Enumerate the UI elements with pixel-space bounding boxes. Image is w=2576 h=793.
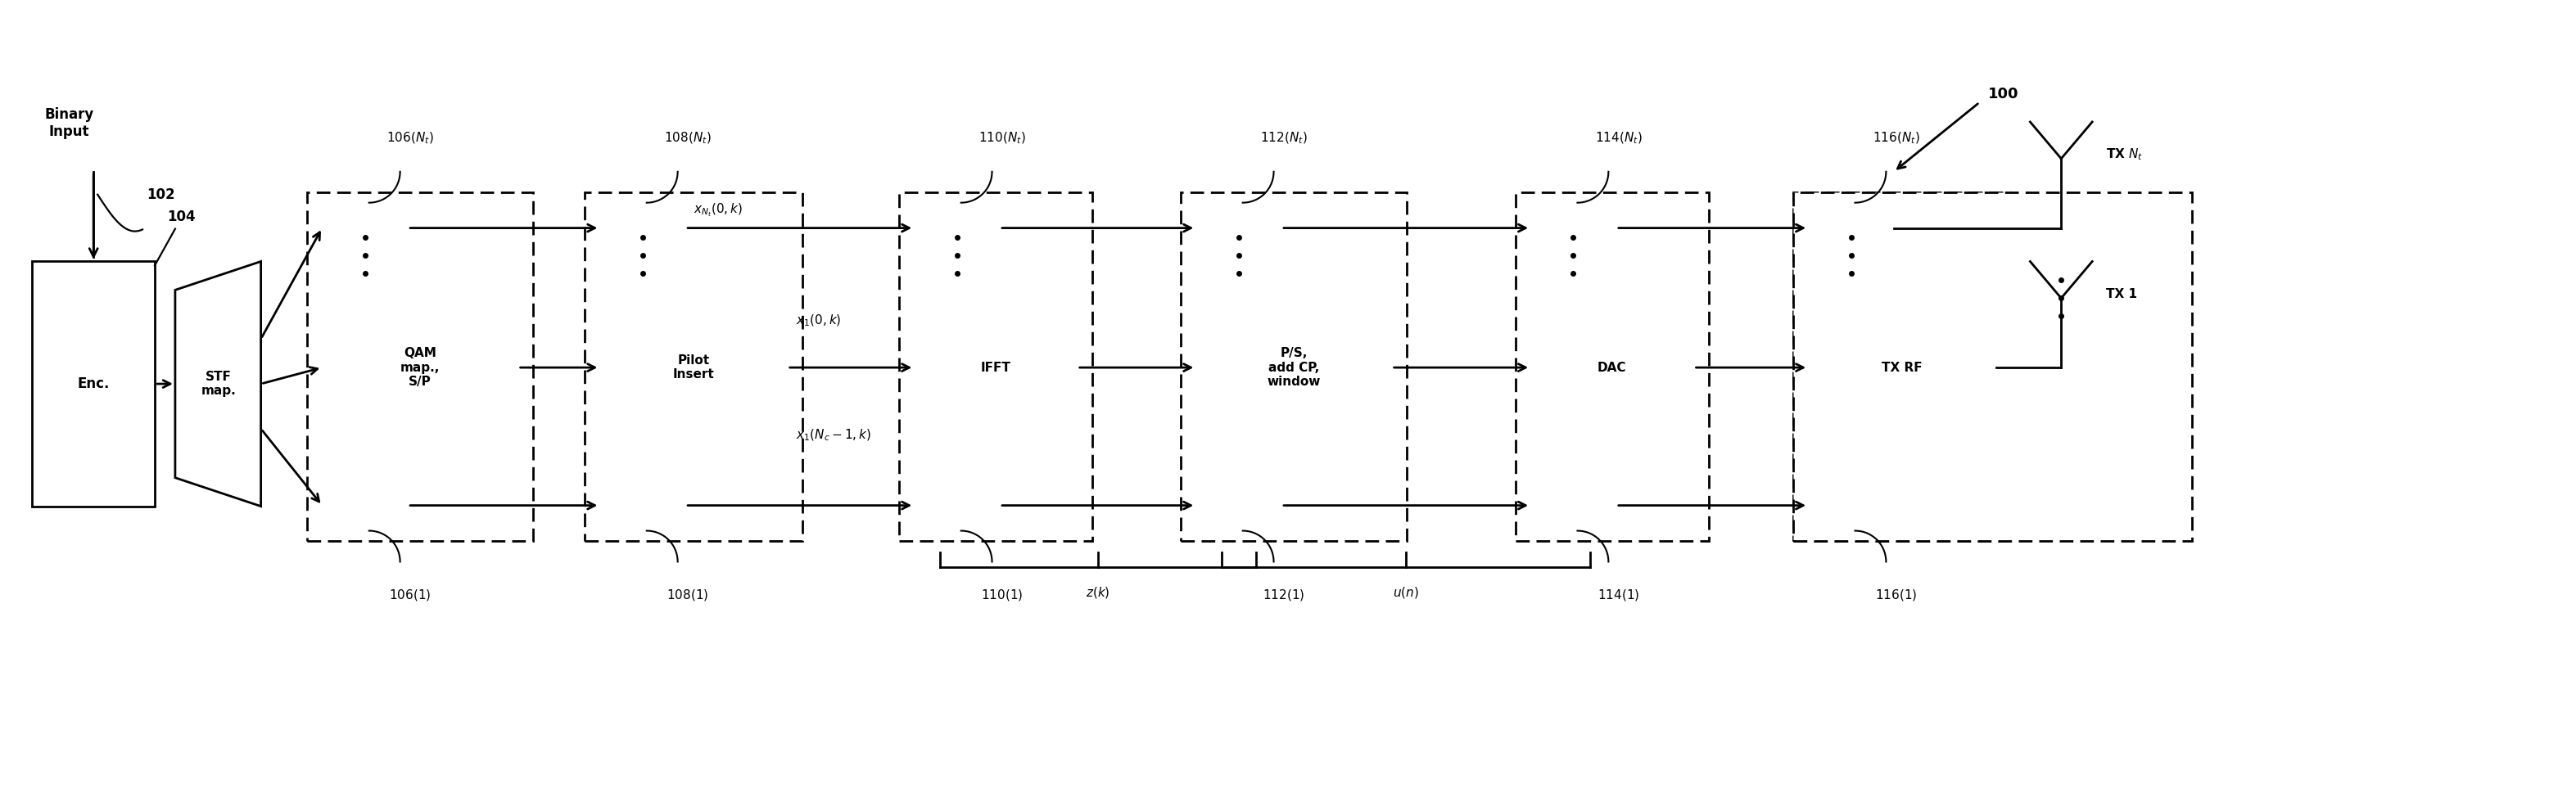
Bar xyxy=(322,485,407,527)
Text: TX $N_t$: TX $N_t$ xyxy=(2107,147,2143,163)
Bar xyxy=(1808,207,1893,249)
Bar xyxy=(1195,262,1391,473)
Text: $112(N_t)$: $112(N_t)$ xyxy=(1260,131,1306,146)
Text: QAM
map.,
S/P: QAM map., S/P xyxy=(399,347,440,388)
Text: 102: 102 xyxy=(147,187,175,202)
Text: $x_{N_t}(0,k)$: $x_{N_t}(0,k)$ xyxy=(693,201,742,218)
Bar xyxy=(307,192,533,542)
Bar xyxy=(1530,262,1695,473)
Text: $116(N_t)$: $116(N_t)$ xyxy=(1873,131,1919,146)
Text: $116(1)$: $116(1)$ xyxy=(1875,588,1917,603)
Text: $106(1)$: $106(1)$ xyxy=(389,588,430,603)
Bar xyxy=(1180,192,1406,542)
Text: 100: 100 xyxy=(1989,86,2020,102)
Text: DAC: DAC xyxy=(1597,362,1625,374)
Polygon shape xyxy=(175,262,260,506)
Text: $114(N_t)$: $114(N_t)$ xyxy=(1595,131,1641,146)
Bar xyxy=(33,262,155,506)
Bar xyxy=(600,485,685,527)
Text: $108(N_t)$: $108(N_t)$ xyxy=(665,131,711,146)
Text: $u(n)$: $u(n)$ xyxy=(1394,585,1419,600)
Bar xyxy=(1808,262,1996,473)
Text: 104: 104 xyxy=(167,209,196,224)
Text: TX RF: TX RF xyxy=(1880,362,1922,374)
Text: $x_1(0,k)$: $x_1(0,k)$ xyxy=(796,313,842,328)
Text: Binary
Input: Binary Input xyxy=(44,107,93,139)
Bar xyxy=(585,192,801,542)
Text: $106(N_t)$: $106(N_t)$ xyxy=(386,131,433,146)
Text: P/S,
add CP,
window: P/S, add CP, window xyxy=(1267,347,1321,388)
Text: $110(1)$: $110(1)$ xyxy=(981,588,1023,603)
Bar xyxy=(600,262,788,473)
Text: Pilot
Insert: Pilot Insert xyxy=(672,354,714,381)
Text: $z(k)$: $z(k)$ xyxy=(1084,585,1110,600)
Bar xyxy=(914,207,999,249)
Text: $114(1)$: $114(1)$ xyxy=(1597,588,1638,603)
Bar xyxy=(1195,485,1280,527)
Text: $108(1)$: $108(1)$ xyxy=(667,588,708,603)
Bar xyxy=(1530,207,1615,249)
Text: $110(N_t)$: $110(N_t)$ xyxy=(979,131,1025,146)
Bar xyxy=(1515,192,1708,542)
Bar xyxy=(1793,192,2192,542)
Text: IFFT: IFFT xyxy=(981,362,1010,374)
Bar xyxy=(914,262,1077,473)
Bar xyxy=(322,262,518,473)
Text: TX 1: TX 1 xyxy=(2107,288,2138,301)
Bar xyxy=(1195,207,1280,249)
Text: $112(1)$: $112(1)$ xyxy=(1262,588,1303,603)
Bar xyxy=(899,192,1092,542)
Bar xyxy=(1793,192,2012,542)
Bar xyxy=(1808,485,1893,527)
Bar xyxy=(600,207,685,249)
Text: Enc.: Enc. xyxy=(77,377,111,391)
Bar xyxy=(322,207,407,249)
Bar xyxy=(1530,485,1615,527)
Bar xyxy=(914,485,999,527)
Text: STF
map.: STF map. xyxy=(201,370,237,397)
Text: $x_1(N_c-1,k)$: $x_1(N_c-1,k)$ xyxy=(796,428,871,443)
